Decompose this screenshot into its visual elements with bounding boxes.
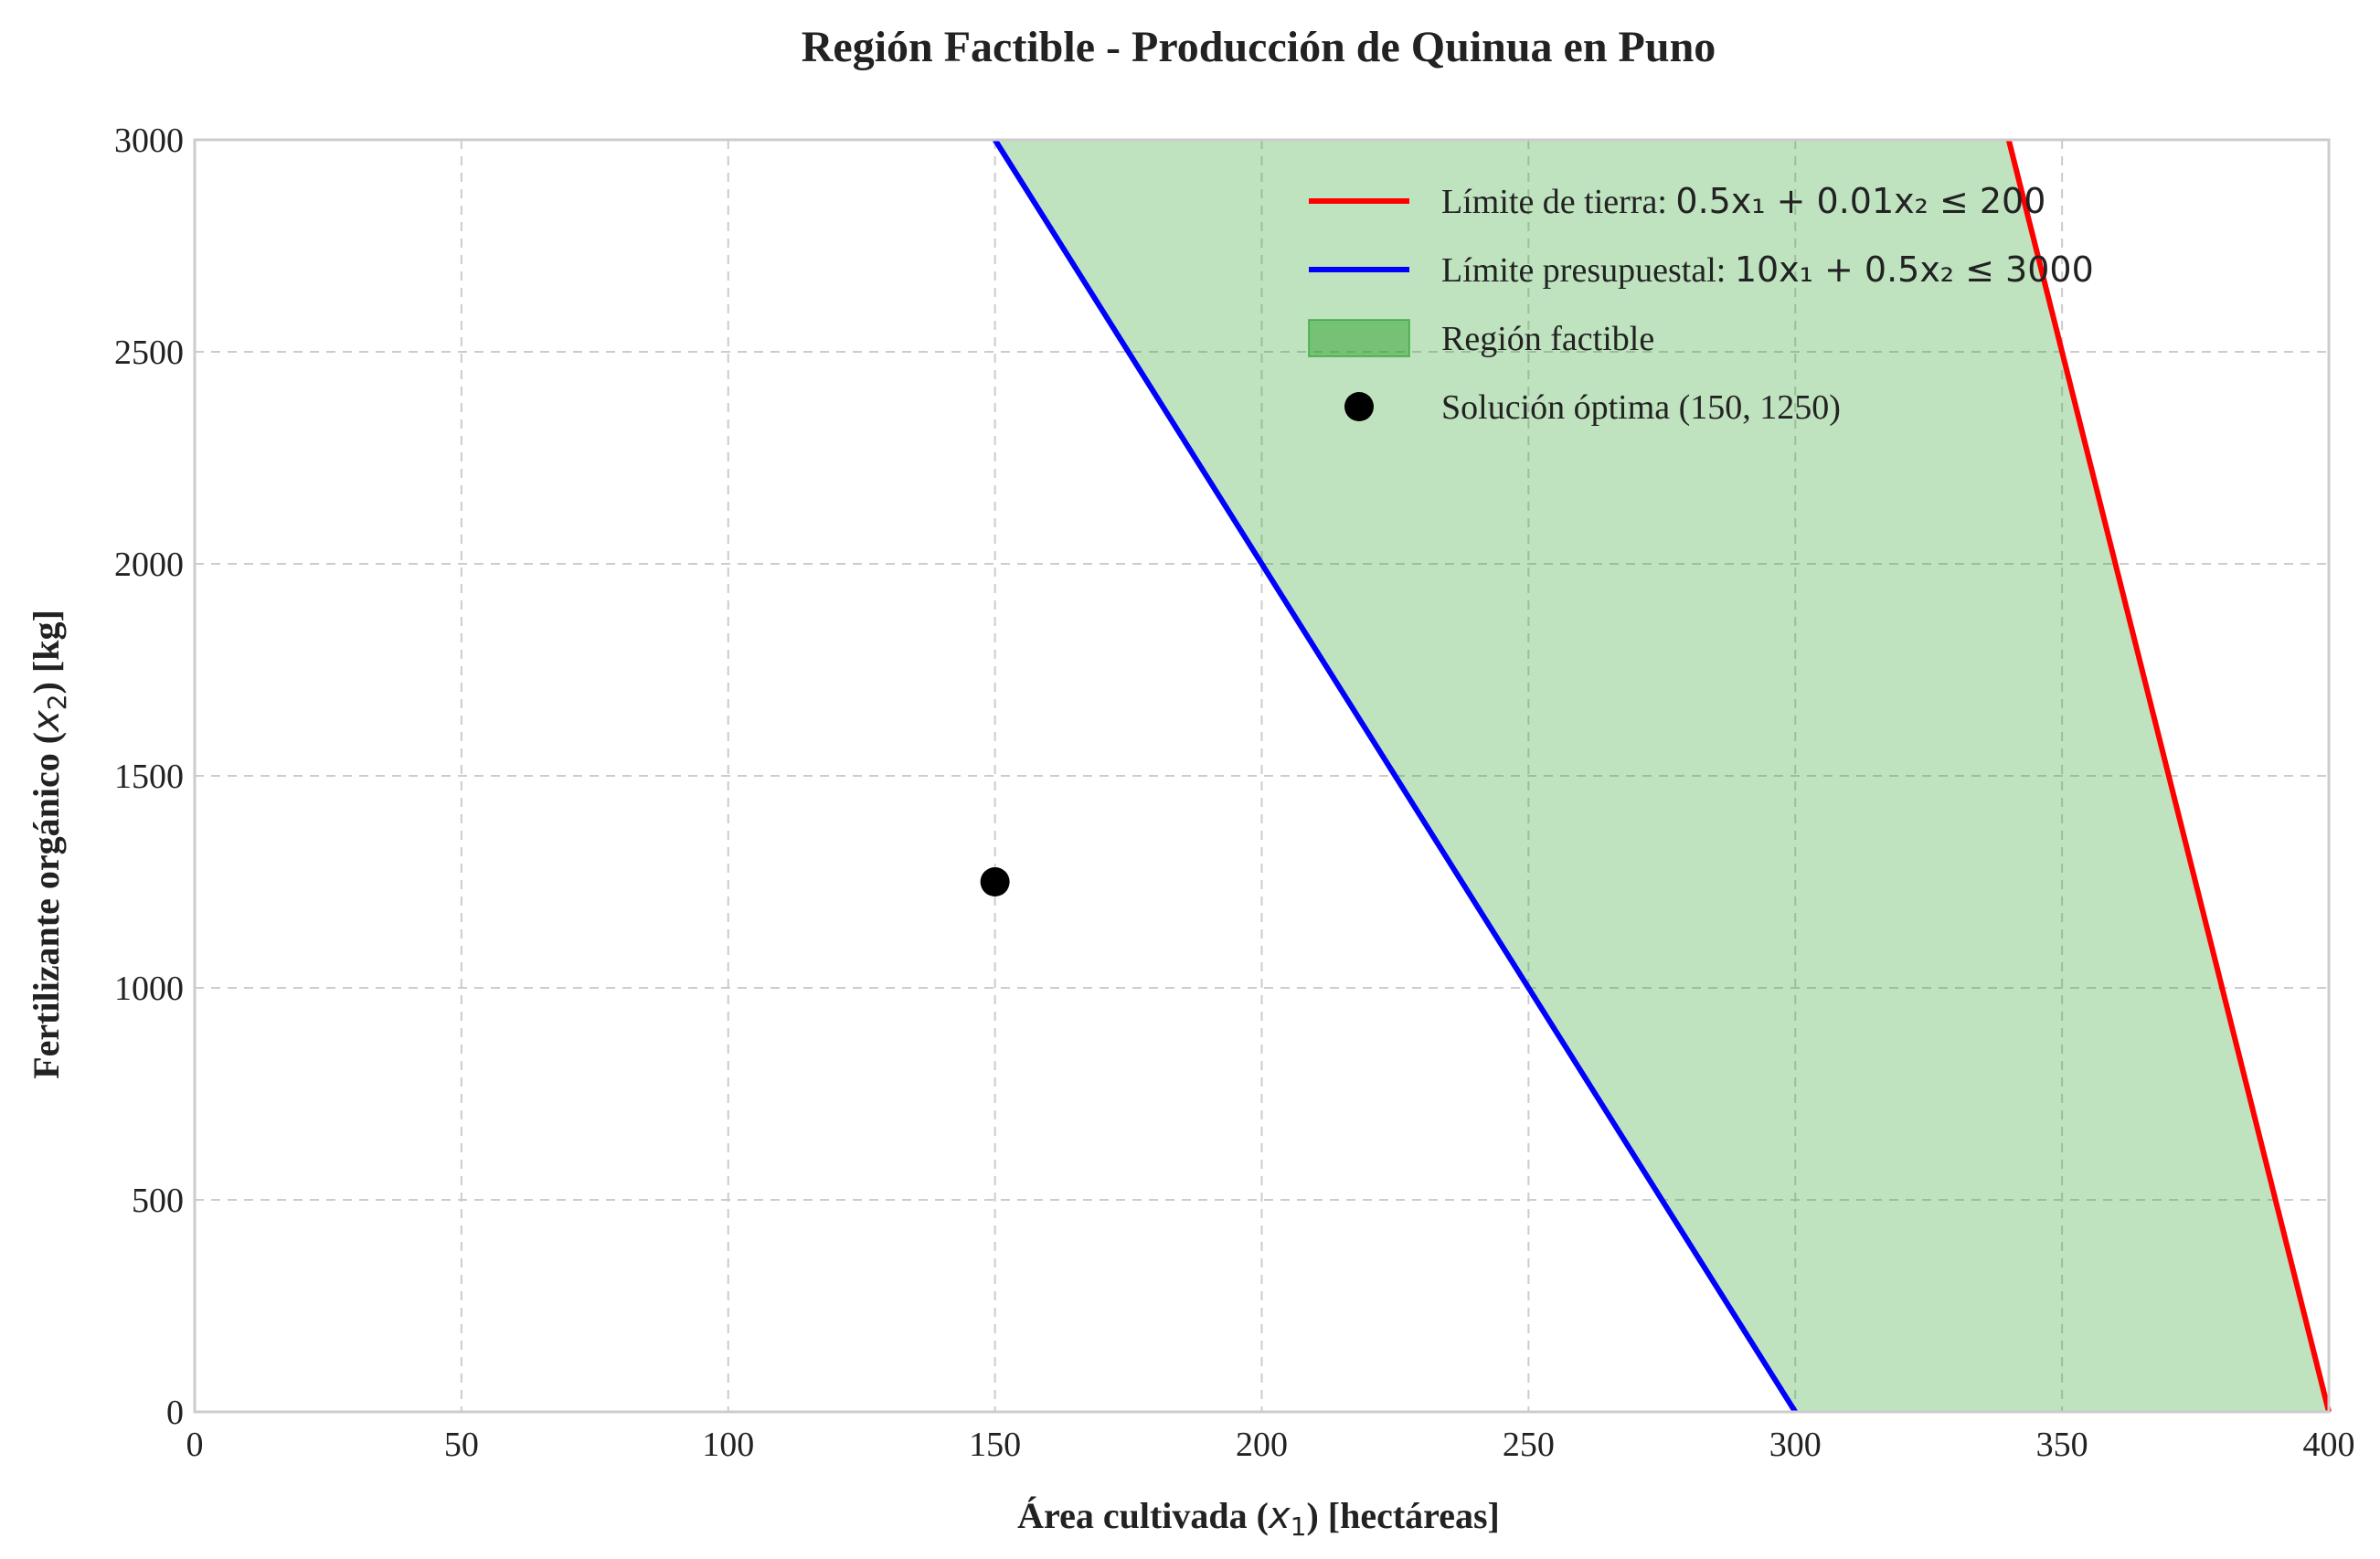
y-tick-label: 3000 bbox=[114, 122, 184, 160]
feasible-region-layer bbox=[994, 140, 2329, 1412]
legend-item-budget: Límite presupuestal: 10x₁ + 0.5x₂ ≤ 3000 bbox=[1309, 249, 2094, 290]
legend-swatch-feasible bbox=[1308, 319, 1410, 357]
x-tick-label: 400 bbox=[2303, 1426, 2355, 1464]
x-tick-label: 0 bbox=[186, 1426, 204, 1464]
feasible-region bbox=[994, 140, 2329, 1412]
budget-constraint-line bbox=[993, 138, 1798, 1414]
plot-frame bbox=[193, 138, 2331, 1414]
y-tick-label: 1000 bbox=[114, 970, 184, 1008]
land-constraint-line bbox=[2005, 139, 2332, 1413]
legend-label-budget: Límite presupuestal: 10x₁ + 0.5x₂ ≤ 3000 bbox=[1441, 249, 2094, 290]
legend-label-optimum: Solución óptima (150, 1250) bbox=[1441, 388, 1841, 427]
chart-title: Región Factible - Producción de Quinua e… bbox=[802, 23, 1716, 71]
x-axis-ticks: 0 50 100 150 200 250 300 350 400 bbox=[186, 1426, 2355, 1464]
legend-item-optimum: Solución óptima (150, 1250) bbox=[1344, 388, 1841, 427]
optimal-point bbox=[980, 867, 1010, 896]
legend: Límite de tierra: 0.5x₁ + 0.01x₂ ≤ 200 Lí… bbox=[1308, 181, 2094, 427]
x-tick-label: 50 bbox=[444, 1426, 479, 1464]
points-layer bbox=[980, 867, 1010, 896]
legend-label-land: Límite de tierra: 0.5x₁ + 0.01x₂ ≤ 200 bbox=[1441, 181, 2045, 221]
y-tick-label: 500 bbox=[132, 1182, 184, 1220]
x-tick-label: 350 bbox=[2036, 1426, 2088, 1464]
x-tick-label: 150 bbox=[969, 1426, 1021, 1464]
x-tick-label: 200 bbox=[1236, 1426, 1288, 1464]
y-tick-label: 0 bbox=[166, 1394, 184, 1432]
legend-swatch-optimum bbox=[1344, 392, 1374, 421]
legend-label-feasible: Región factible bbox=[1441, 320, 1654, 358]
x-axis-label: Área cultivada (x1) [hectáreas] bbox=[1017, 1495, 1500, 1542]
grid bbox=[195, 140, 2329, 1412]
x-tick-label: 100 bbox=[702, 1426, 754, 1464]
y-axis-label: Fertilizante orgánico (x2) [kg] bbox=[26, 610, 72, 1079]
y-tick-label: 2000 bbox=[114, 546, 184, 584]
x-tick-label: 300 bbox=[1769, 1426, 1822, 1464]
x-tick-label: 250 bbox=[1503, 1426, 1555, 1464]
legend-item-land: Límite de tierra: 0.5x₁ + 0.01x₂ ≤ 200 bbox=[1309, 181, 2045, 221]
y-axis-ticks: 0 500 1000 1500 2000 2500 3000 bbox=[114, 122, 184, 1432]
y-tick-label: 1500 bbox=[114, 758, 184, 796]
legend-item-feasible: Región factible bbox=[1308, 319, 1654, 358]
plot-area bbox=[193, 138, 2332, 1414]
constraint-lines-layer bbox=[993, 138, 2332, 1414]
y-tick-label: 2500 bbox=[114, 334, 184, 372]
